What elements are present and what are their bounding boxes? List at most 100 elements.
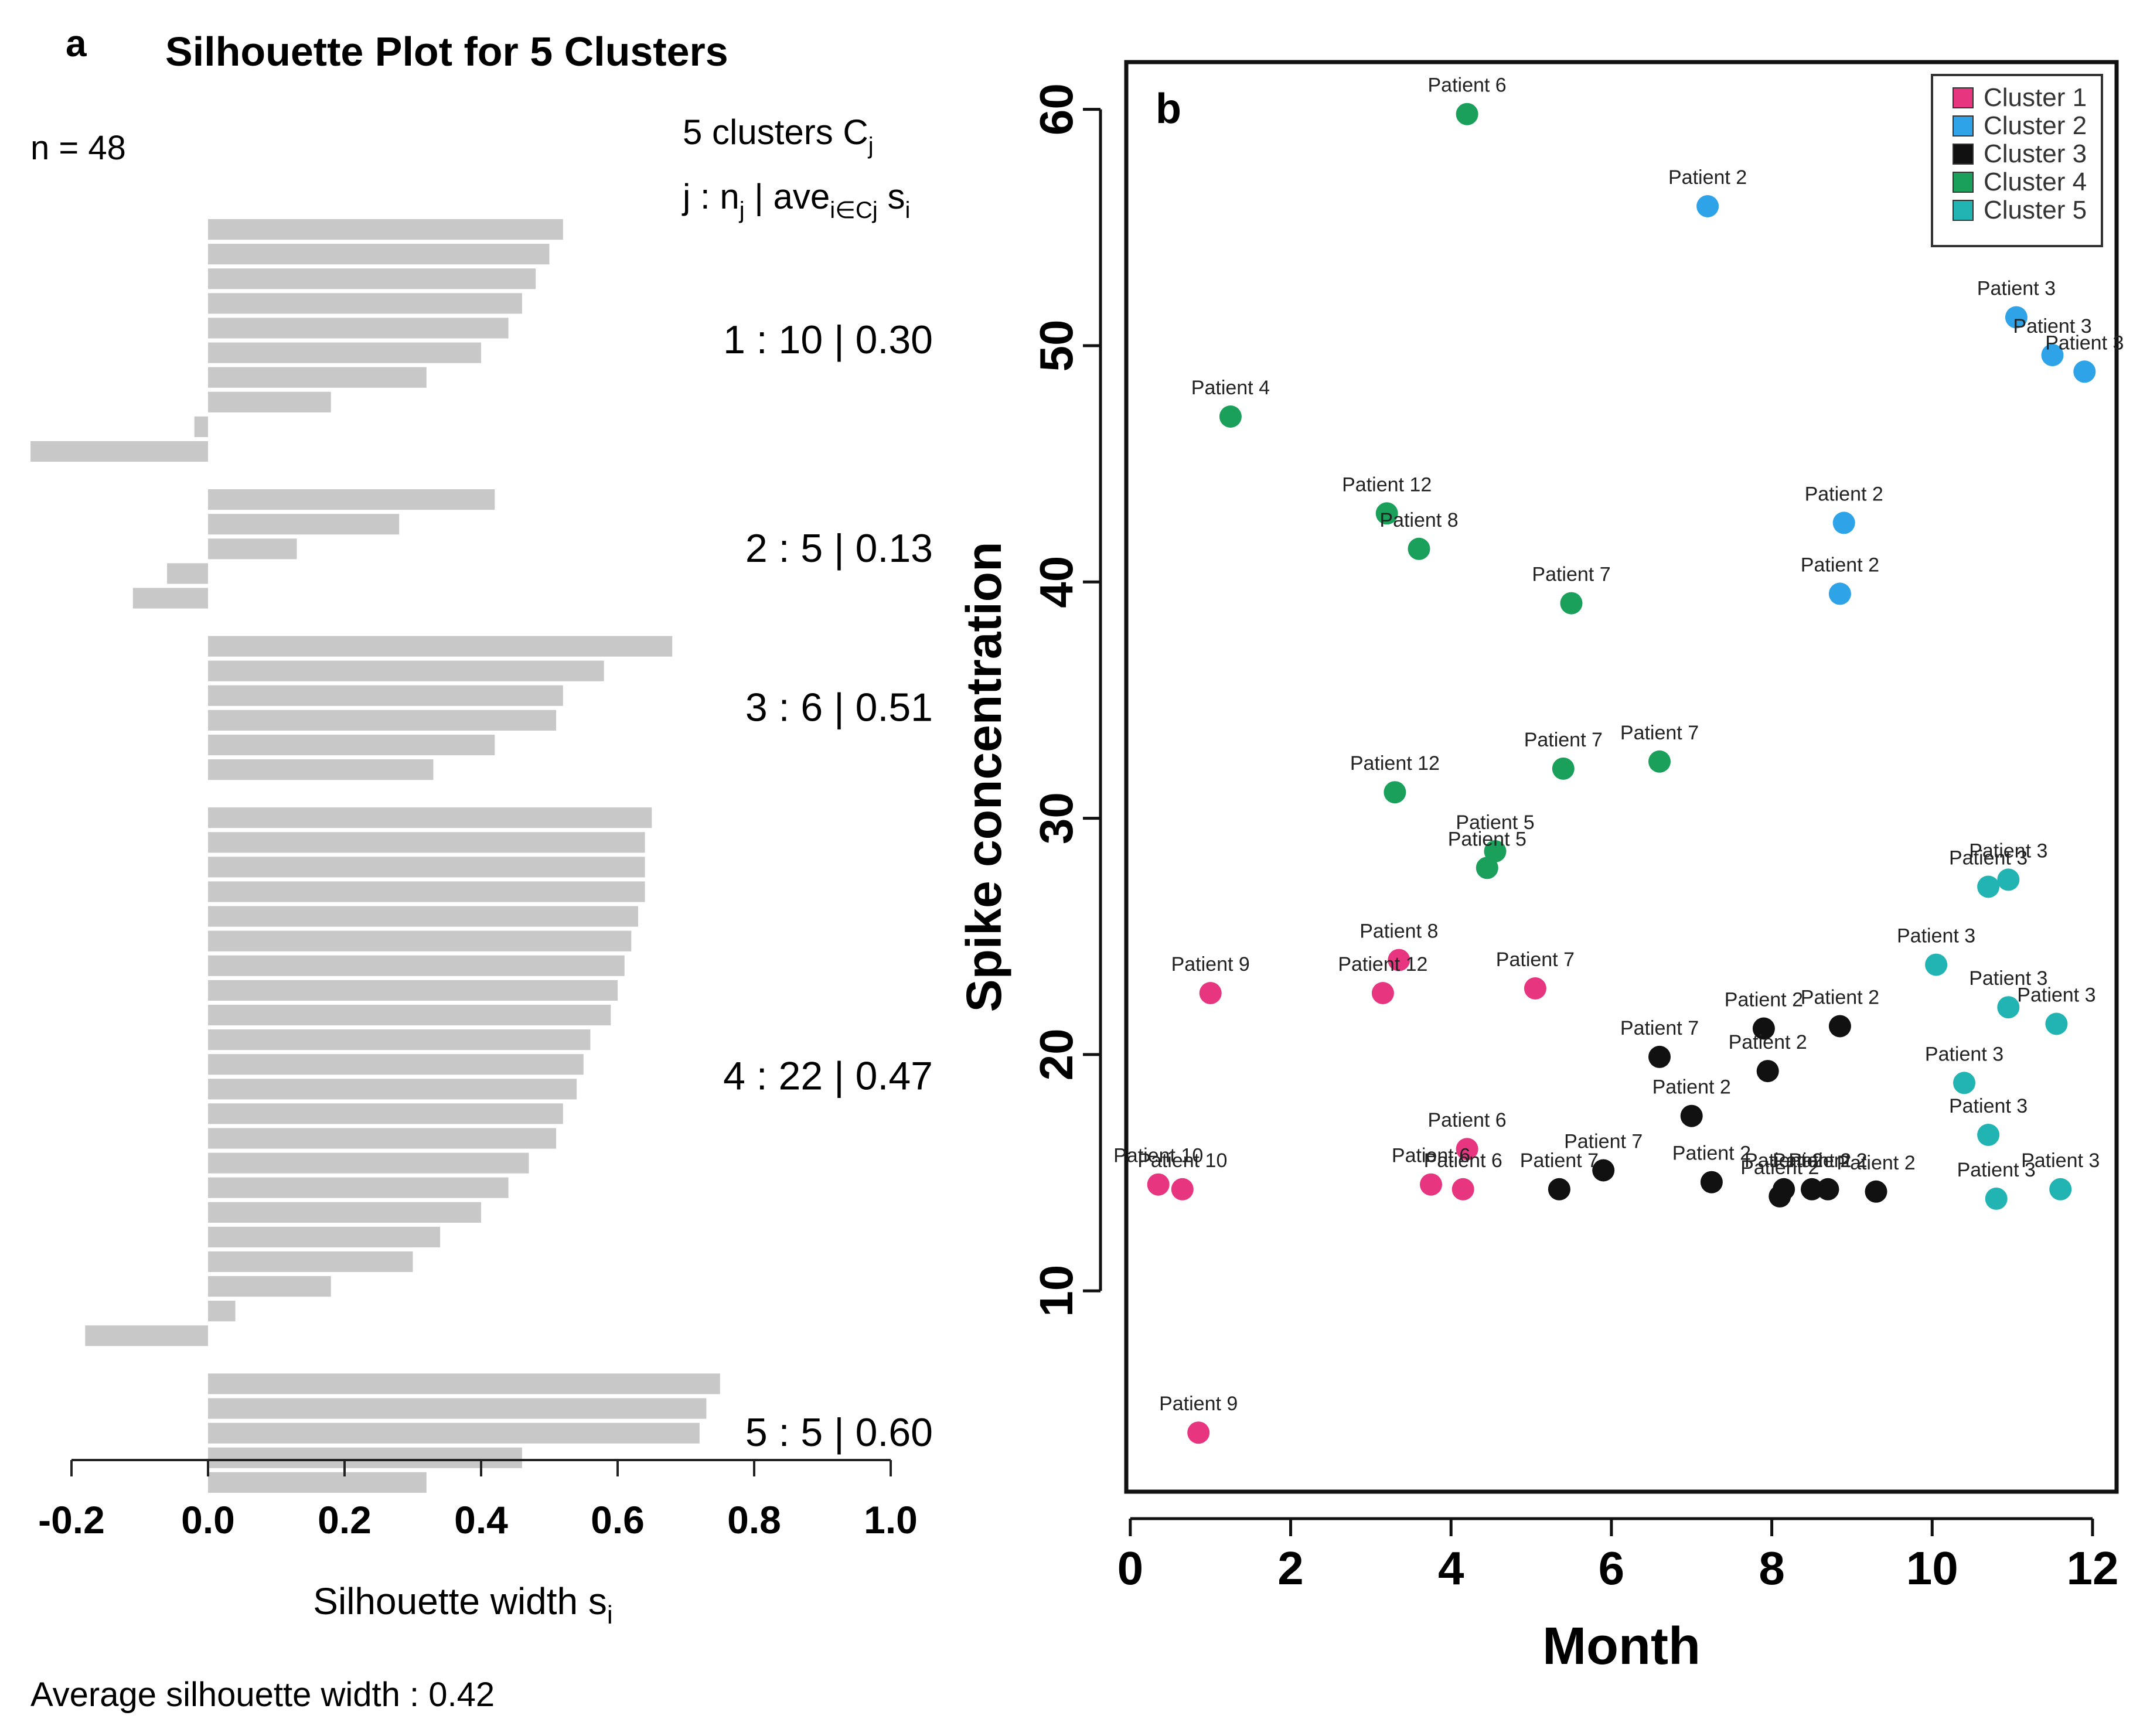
scatter-point bbox=[1375, 502, 1398, 525]
cluster-summary-1: 1 : 10 | 0.30 bbox=[723, 318, 933, 362]
point-label: Patient 2 bbox=[1788, 1150, 1867, 1172]
point-label: Patient 5 bbox=[1448, 828, 1527, 850]
point-label: Patient 12 bbox=[1342, 473, 1432, 496]
scatter-point bbox=[1752, 1017, 1775, 1040]
silhouette-bar bbox=[208, 1177, 509, 1198]
scatter-x-tick-label: 2 bbox=[1277, 1542, 1304, 1594]
legend-swatch bbox=[1953, 200, 1974, 221]
point-label: Patient 3 bbox=[2013, 315, 2091, 337]
xlabel-sub: i bbox=[607, 1601, 613, 1629]
silhouette-tick-label: 0.4 bbox=[454, 1498, 508, 1541]
legend-entry: Cluster 5 bbox=[1984, 196, 2087, 224]
silhouette-bar bbox=[85, 1325, 208, 1346]
silhouette-bar bbox=[208, 318, 509, 339]
point-label: Patient 2 bbox=[1729, 1031, 1807, 1053]
scatter-y-tick-label: 30 bbox=[1030, 792, 1082, 844]
panel-b-label: b bbox=[1156, 86, 1181, 132]
silhouette-bar bbox=[208, 1029, 591, 1051]
silhouette-bar bbox=[208, 219, 563, 240]
point-label: Patient 2 bbox=[1805, 483, 1883, 505]
point-label: Patient 12 bbox=[1350, 752, 1440, 775]
scatter-point bbox=[1524, 977, 1546, 1000]
header2-c: s bbox=[878, 177, 905, 216]
silhouette-bar bbox=[194, 416, 208, 437]
silhouette-bar bbox=[208, 1276, 331, 1297]
scatter-point bbox=[1408, 537, 1430, 560]
silhouette-bar bbox=[208, 685, 563, 706]
scatter-x-tick-label: 12 bbox=[2066, 1542, 2118, 1594]
silhouette-bar bbox=[208, 710, 557, 731]
point-label: Patient 3 bbox=[1949, 1095, 2028, 1117]
panel-a-label: a bbox=[66, 22, 87, 64]
scatter-point bbox=[1700, 1171, 1723, 1193]
scatter-y-tick-label: 20 bbox=[1030, 1028, 1082, 1080]
silhouette-bar bbox=[208, 1226, 441, 1247]
scatter-point bbox=[1977, 1124, 2000, 1146]
legend-entry: Cluster 2 bbox=[1984, 111, 2087, 140]
point-label: Patient 3 bbox=[2017, 984, 2095, 1007]
scatter-point bbox=[1371, 982, 1394, 1004]
point-label: Patient 3 bbox=[1925, 1043, 2003, 1065]
silhouette-bar bbox=[208, 489, 495, 510]
point-label: Patient 7 bbox=[1532, 564, 1610, 586]
silhouette-tick-label: 0.0 bbox=[181, 1498, 235, 1541]
scatter-point bbox=[1592, 1159, 1615, 1182]
scatter-point bbox=[2045, 1012, 2068, 1035]
silhouette-bar bbox=[208, 807, 652, 828]
legend-entry: Cluster 4 bbox=[1984, 168, 2087, 196]
point-label: Patient 9 bbox=[1171, 953, 1250, 976]
legend-swatch bbox=[1953, 144, 1974, 165]
silhouette-bar bbox=[208, 1054, 584, 1075]
point-label: Patient 8 bbox=[1359, 920, 1438, 943]
silhouette-tick-label: 0.8 bbox=[727, 1498, 781, 1541]
point-label: Patient 3 bbox=[1957, 1159, 2036, 1181]
scatter-y-tick-label: 40 bbox=[1030, 556, 1082, 608]
point-label: Patient 7 bbox=[1524, 729, 1603, 751]
silhouette-bar bbox=[208, 1423, 700, 1444]
silhouette-tick-label: 0.2 bbox=[318, 1498, 372, 1541]
silhouette-bar bbox=[208, 1079, 577, 1100]
legend-swatch bbox=[1953, 172, 1974, 193]
scatter-points bbox=[1147, 103, 2096, 1444]
silhouette-bar bbox=[208, 342, 481, 363]
scatter-point bbox=[1953, 1072, 1975, 1094]
legend-entry: Cluster 1 bbox=[1984, 83, 2087, 112]
point-label: Patient 4 bbox=[1191, 377, 1270, 399]
silhouette-bar bbox=[208, 660, 604, 681]
silhouette-tick-label: 1.0 bbox=[864, 1498, 918, 1541]
scatter-point bbox=[1756, 1060, 1779, 1083]
silhouette-bar bbox=[208, 980, 618, 1001]
point-label: Patient 6 bbox=[1427, 1109, 1506, 1131]
n-label: n = 48 bbox=[30, 129, 126, 167]
scatter-plot-frame bbox=[1124, 60, 2119, 1494]
point-label: Patient 2 bbox=[1740, 1157, 1819, 1179]
scatter-point bbox=[1828, 582, 1851, 605]
point-label: Patient 6 bbox=[1427, 74, 1506, 97]
header1-text: 5 clusters C bbox=[683, 112, 868, 152]
scatter-point bbox=[1997, 996, 2020, 1019]
silhouette-bar bbox=[208, 906, 638, 927]
point-label: Patient 7 bbox=[1620, 722, 1699, 744]
point-label: Patient 7 bbox=[1520, 1150, 1599, 1172]
silhouette-bar bbox=[208, 268, 536, 289]
legend-swatch bbox=[1953, 115, 1974, 137]
scatter-x-tick-label: 10 bbox=[1906, 1542, 1958, 1594]
scatter-point bbox=[1648, 1045, 1671, 1068]
silhouette-x-axis: -0.2 0.0 0.2 0.4 0.6 0.8 1.0 bbox=[38, 1459, 918, 1541]
legend-entry: Cluster 3 bbox=[1984, 139, 2087, 168]
silhouette-bar bbox=[208, 636, 673, 657]
silhouette-bars bbox=[30, 219, 720, 1493]
point-label: Patient 10 bbox=[1113, 1145, 1203, 1167]
silhouette-bar bbox=[132, 588, 208, 609]
cluster-header-line1: 5 clusters Cj bbox=[683, 112, 874, 159]
xlabel-text: Silhouette width s bbox=[313, 1580, 607, 1622]
silhouette-bar bbox=[208, 1398, 707, 1419]
scatter-y-tick-label: 60 bbox=[1030, 83, 1082, 135]
point-label: Patient 7 bbox=[1620, 1017, 1699, 1039]
scatter-point bbox=[2049, 1178, 2072, 1200]
scatter-y-tick-label: 10 bbox=[1030, 1265, 1082, 1317]
point-label: Patient 8 bbox=[1379, 509, 1458, 531]
silhouette-bar bbox=[208, 1373, 720, 1394]
point-label: Patient 2 bbox=[1744, 1150, 1823, 1172]
